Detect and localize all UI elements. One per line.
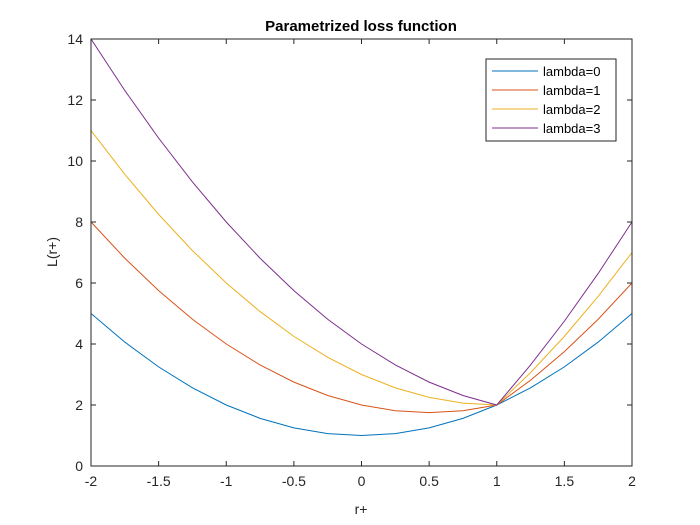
y-tick-label: 12 [67,92,83,108]
legend-label: lambda=3 [543,121,600,136]
series-line-lambda=3 [91,39,632,406]
x-tick-label: -2 [85,473,98,489]
x-tick-label: 0 [358,473,366,489]
x-tick-label: -1 [220,473,233,489]
series-line-lambda=2 [91,130,632,406]
y-tick-label: 2 [75,397,83,413]
x-tick-label: -1.5 [147,473,171,489]
y-tick-label: 0 [75,458,83,474]
x-tick-label: 1 [493,473,501,489]
x-tick-label: -0.5 [282,473,306,489]
legend-label: lambda=0 [543,64,600,79]
x-tick-label: 2 [628,473,636,489]
legend-box [485,58,617,142]
y-tick-label: 14 [67,31,83,47]
y-tick-label: 6 [75,275,83,291]
y-axis-label: L(r+) [44,237,60,267]
series-line-lambda=1 [91,221,632,414]
y-tick-label: 10 [67,153,83,169]
legend: lambda=0 lambda=1 lambda=2 lambda=3 [485,58,617,142]
x-tick-label: 1.5 [555,473,575,489]
legend-label: lambda=2 [543,102,600,117]
series-group [91,39,632,437]
x-tick-label: 0.5 [419,473,439,489]
y-tick-label: 8 [75,214,83,230]
y-tick-label: 4 [75,336,83,352]
axes-box [90,38,633,467]
legend-label: lambda=1 [543,83,600,98]
x-axis-label: r+ [355,501,368,517]
series-line-lambda=0 [91,313,632,437]
axis-ticks: -2 -1.5 -1 -0.5 0 0.5 1 1.5 2 0 2 4 6 8 10 12 14 [67,31,636,489]
chart-title: Parametrized loss function [265,18,457,35]
